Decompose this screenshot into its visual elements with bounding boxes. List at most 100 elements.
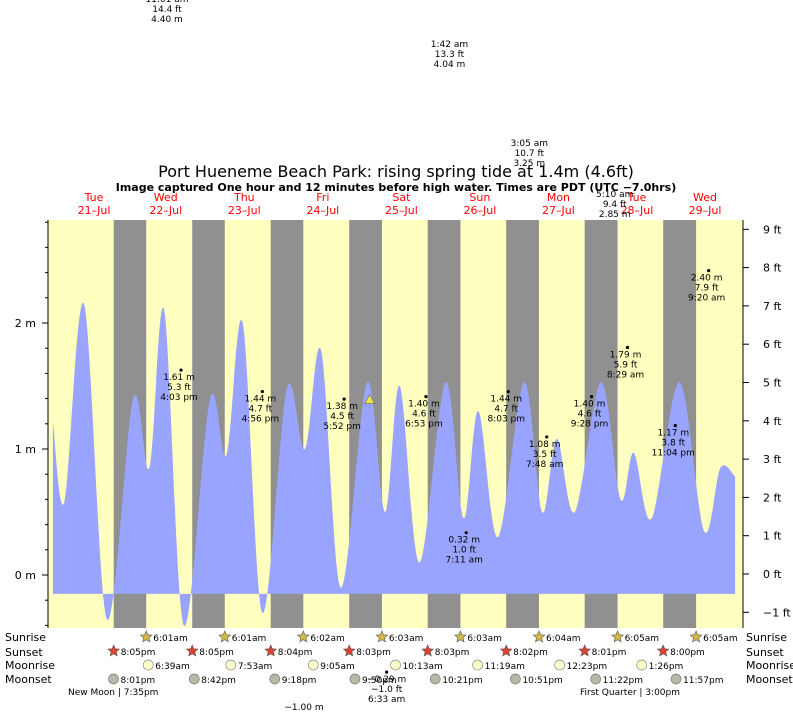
- sunset-time: 8:04pm: [278, 648, 313, 658]
- annotation-text: 3.5 ft: [533, 450, 557, 460]
- right-tick-label: 4 ft: [763, 415, 782, 428]
- sun-star-icon: [107, 644, 121, 657]
- annotation-text: 7.9 ft: [695, 284, 719, 294]
- axes: 0 m 1 m 2 m −1 ft 0 ft 1 ft 2 ft 3 ft 4 ft 5 ft 6 …: [15, 221, 791, 626]
- moonrise-time: 1:26pm: [649, 662, 684, 672]
- sunset-time: 8:01pm: [592, 648, 627, 658]
- current-tide-marker: [364, 393, 376, 404]
- moonset-time: 11:22pm: [603, 676, 643, 686]
- annotation-text: 1.40 m: [408, 400, 440, 410]
- moonrise-icon: [390, 659, 401, 671]
- annotation-text: 1:42 am: [431, 40, 468, 50]
- annotation-dot: [464, 531, 468, 535]
- annotation-text: 8:29 am: [607, 370, 644, 380]
- sunrise-time: 6:01am: [153, 634, 188, 644]
- day-label-date: 29–Jul: [689, 204, 722, 217]
- moonrise-icon: [307, 659, 319, 671]
- moonset-time: 10:51pm: [522, 676, 562, 686]
- moon-phase-label: New Moon | 7:35pm: [68, 688, 158, 698]
- chart-title: Port Hueneme Beach Park: rising spring t…: [158, 162, 634, 181]
- moonset-icon: [349, 673, 361, 685]
- sunrise-time: 6:02am: [310, 634, 345, 644]
- moonset-time: 8:01pm: [121, 676, 156, 686]
- sunrise-time: 6:05am: [703, 634, 738, 644]
- annotation-text: 6:33 am: [368, 695, 405, 705]
- day-label-date: 28–Jul: [621, 204, 654, 217]
- day-labels: Tue21–JulWed22–JulThu23–JulFri24–JulSat2…: [78, 191, 722, 217]
- annotation-text: 6:53 pm: [405, 420, 443, 430]
- day-label-name: Wed: [693, 191, 717, 204]
- day-label-name: Sat: [392, 191, 411, 204]
- moonrise-time: 10:13am: [403, 662, 443, 672]
- annotation-dot: [545, 435, 549, 439]
- annotation-text: 4.6 ft: [578, 410, 602, 420]
- left-tick-label: 1 m: [15, 443, 36, 456]
- annotation-text: 4:56 pm: [242, 415, 280, 425]
- annotation-text: 1.0 ft: [452, 546, 476, 556]
- annotation-text: 0.32 m: [448, 536, 480, 546]
- day-label-date: 27–Jul: [542, 204, 575, 217]
- moonset-time: 9:50pm: [362, 676, 397, 686]
- day-label-name: Mon: [547, 191, 570, 204]
- annotation-text-clipped: −1.00 m: [284, 703, 323, 713]
- sun-star-icon: [689, 630, 703, 643]
- sun-star-icon: [453, 630, 467, 643]
- moonrise-time: 12:23pm: [567, 662, 607, 672]
- right-tick-label: 2 ft: [763, 491, 782, 504]
- row-label-left: Sunset: [5, 646, 43, 659]
- annotation-dot: [589, 395, 594, 399]
- tide-area: [52, 302, 736, 627]
- annotation-text: 4.04 m: [434, 60, 466, 70]
- annotation-text: 4.7 ft: [494, 405, 518, 415]
- annotation-dot: [342, 397, 346, 401]
- annotation-text: 8:03 pm: [487, 415, 525, 425]
- annotation-text-clipped: 14.4 ft: [152, 5, 182, 15]
- annotation-text: 1.40 m: [574, 400, 606, 410]
- annotation-text: −1.0 ft: [371, 685, 403, 695]
- annotation-text: 1.61 m: [163, 373, 195, 383]
- annotation-text: 5.9 ft: [614, 360, 638, 370]
- day-label-name: Tue: [84, 191, 104, 204]
- sun-star-icon: [342, 644, 356, 657]
- sunrise-time: 6:03am: [389, 634, 424, 644]
- moonrise-time: 11:19am: [485, 662, 525, 672]
- day-label-date: 22–Jul: [149, 204, 182, 217]
- annotation-text: 5:10 am: [596, 190, 633, 200]
- annotation-text: 13.3 ft: [435, 50, 465, 60]
- annotation-text: 1.79 m: [610, 350, 642, 360]
- annotation-text: 1.38 m: [326, 402, 358, 412]
- annotation-text: 4.6 ft: [412, 410, 436, 420]
- sun-star-icon: [578, 644, 592, 657]
- annotation-dot: [385, 670, 389, 674]
- day-label-date: 26–Jul: [464, 204, 497, 217]
- sunset-time: 8:05pm: [121, 648, 156, 658]
- day-label-date: 25–Jul: [385, 204, 418, 217]
- moonset-icon: [590, 673, 601, 685]
- right-tick-label: 9 ft: [763, 223, 782, 236]
- moonrise-time: 6:39am: [155, 662, 190, 672]
- sunrise-time: 6:04am: [546, 634, 581, 644]
- sun-star-icon: [532, 630, 546, 643]
- moonrise-icon: [472, 659, 484, 671]
- row-label-left: Moonset: [5, 673, 52, 686]
- annotation-dot: [260, 389, 264, 394]
- day-label-name: Tue: [627, 191, 647, 204]
- annotation-text: 1.44 m: [490, 395, 522, 405]
- annotation-dot: [179, 368, 183, 372]
- annotation-dot: [424, 395, 428, 399]
- sun-star-icon: [421, 644, 435, 657]
- day-label-name: Wed: [154, 191, 178, 204]
- right-tick-label: 5 ft: [763, 377, 782, 390]
- sun-star-icon: [139, 630, 153, 643]
- annotation-dot: [707, 269, 711, 273]
- annotation-text: 4.5 ft: [330, 412, 354, 422]
- annotation-dot: [673, 423, 677, 428]
- row-label-left: Sunrise: [5, 631, 46, 644]
- annotation-text: 4.7 ft: [248, 405, 272, 415]
- moonrise-icon: [554, 659, 566, 671]
- annotation-text: 11:04 pm: [652, 449, 695, 459]
- sun-star-icon: [185, 644, 199, 657]
